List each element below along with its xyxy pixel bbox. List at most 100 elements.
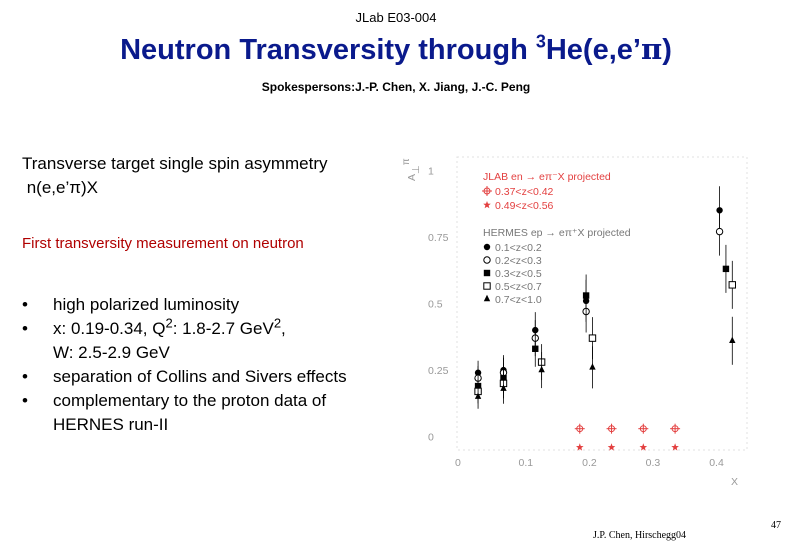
y-tick-label: 1 [428,165,434,177]
bullet-glyph: • [22,367,28,386]
legend-hermes-entry: 0.7<z<1.0 [495,294,542,306]
legend-hermes-entry: 0.2<z<0.3 [495,255,542,267]
plot-axes: A⊥π 1 0.75 0.5 0.25 0 0 0.1 0.2 0.3 0.4 X [401,158,738,488]
y-tick-label: 0.5 [428,299,443,311]
plot-border [456,156,748,451]
data-point [500,384,507,391]
x-tick-label: 0.4 [709,457,724,469]
legend-marker [483,294,491,302]
point-marker [722,265,730,273]
data-point [574,423,585,434]
x-tick-label: 0 [455,457,461,469]
legend-marker [482,186,492,196]
title-superscript: 3 [535,31,546,52]
legend-hermes-title: HERMES ep → eπ⁺X projected [483,227,631,239]
legend-marker [483,243,491,251]
bullet-text: separation of Collins and Sivers effects [53,367,347,386]
bullet-item: • complementary to the proton data of HERN… [22,389,412,437]
data-point [670,423,681,434]
slide-title: Neutron Transversity through 3He(e,e’π) [0,32,792,67]
point-marker [474,392,482,399]
data-point [728,281,736,289]
y-tick-label: 0 [428,432,434,444]
legend-hermes-entry: 0.5<z<0.7 [495,281,542,293]
bullet-text-continued: W: 2.5-2.9 GeV [53,343,170,362]
point-marker [532,345,539,352]
data-point [588,334,597,342]
legend-marker [483,282,491,290]
data-point [474,392,482,399]
point-marker [483,269,491,277]
spokespersons: Spokespersons:J.-P. Chen, X. Jiang, J.-C… [261,80,531,94]
point-marker [582,292,590,299]
data-point [576,443,584,451]
data-point [671,443,679,451]
legend-marker [483,269,491,277]
bullet-list: • high polarized luminosity • x: 0.19-0.34… [22,293,412,437]
data-point [729,336,736,343]
x-tick-label: 0.1 [519,457,534,469]
y-axis-label: A⊥π [401,158,422,181]
point-marker [483,201,491,209]
point-marker [589,363,596,370]
data-point [638,423,649,434]
x-tick-label: 0.2 [582,457,597,469]
point-marker [500,384,507,391]
data-point [722,265,730,273]
footer-credit: J.P. Chen, Hirschegg04 [593,530,687,541]
subtitle-line-2: n(e,e’π)X [22,178,98,197]
bullet-item: • separation of Collins and Sivers effect… [22,365,412,389]
bullet-glyph: • [22,319,28,338]
bullet-item: • high polarized luminosity [22,293,412,317]
point-marker [588,334,597,342]
y-tick-label: 0.75 [428,232,449,244]
y-axis-label-sub: ⊥ [411,165,422,174]
point-marker [483,256,491,264]
bullet-text-continued: HERNES run-II [53,415,169,434]
x-tick-label: 0.3 [646,457,661,469]
data-point [606,423,617,434]
y-tick-label: 0.25 [428,365,449,377]
title-pi: π [640,32,663,66]
y-axis-label-sup: π [401,158,412,165]
subtitle-line-1: Transverse target single spin asymmetry [22,154,328,173]
bullet-superscript: 2 [165,315,173,331]
legend-hermes-entry: 0.3<z<0.5 [495,268,542,280]
data-point [715,227,724,236]
data-point [582,292,590,299]
point-marker [576,443,584,451]
legend-marker [483,201,491,209]
bullet-glyph: • [22,391,28,410]
bullet-text: : 1.8-2.7 GeV [172,319,274,338]
data-point [607,443,616,451]
title-reaction: He(e,e’ [545,34,641,66]
page-number: 47 [771,520,781,531]
bullet-text: high polarized luminosity [53,295,240,314]
point-marker [607,443,616,451]
legend-jlab-entry: 0.49<z<0.56 [495,200,554,212]
data-point [538,365,545,373]
bullet-text: , [281,319,286,338]
title-main: Neutron Transversity through [120,34,536,66]
highlight-text: First transversity measurement on neutro… [22,235,304,252]
title-close: ) [662,34,672,66]
plot-frame [456,156,748,451]
subtitle: Transverse target single spin asymmetry … [22,152,327,200]
asymmetry-plot: A⊥π 1 0.75 0.5 0.25 0 0 0.1 0.2 0.3 0.4 X JLAB en →… [395,145,770,490]
data-point [532,345,539,352]
experiment-id: JLab E03-004 [355,10,437,25]
plot-points [474,186,736,451]
point-marker [483,282,491,290]
legend-jlab-entry: 0.37<z<0.42 [495,186,554,198]
bullet-text: complementary to the proton data of [53,391,327,410]
legend-jlab-title: JLAB en → eπ⁻X projected [483,171,611,183]
point-marker [538,365,545,373]
legend-hermes-entry: 0.1<z<0.2 [495,242,542,254]
data-point [589,363,596,370]
y-axis-label-main: A [406,174,418,181]
point-marker [715,227,724,236]
bullet-superscript: 2 [273,315,282,331]
point-marker [728,281,736,289]
point-marker [671,443,679,451]
data-point [639,443,648,451]
